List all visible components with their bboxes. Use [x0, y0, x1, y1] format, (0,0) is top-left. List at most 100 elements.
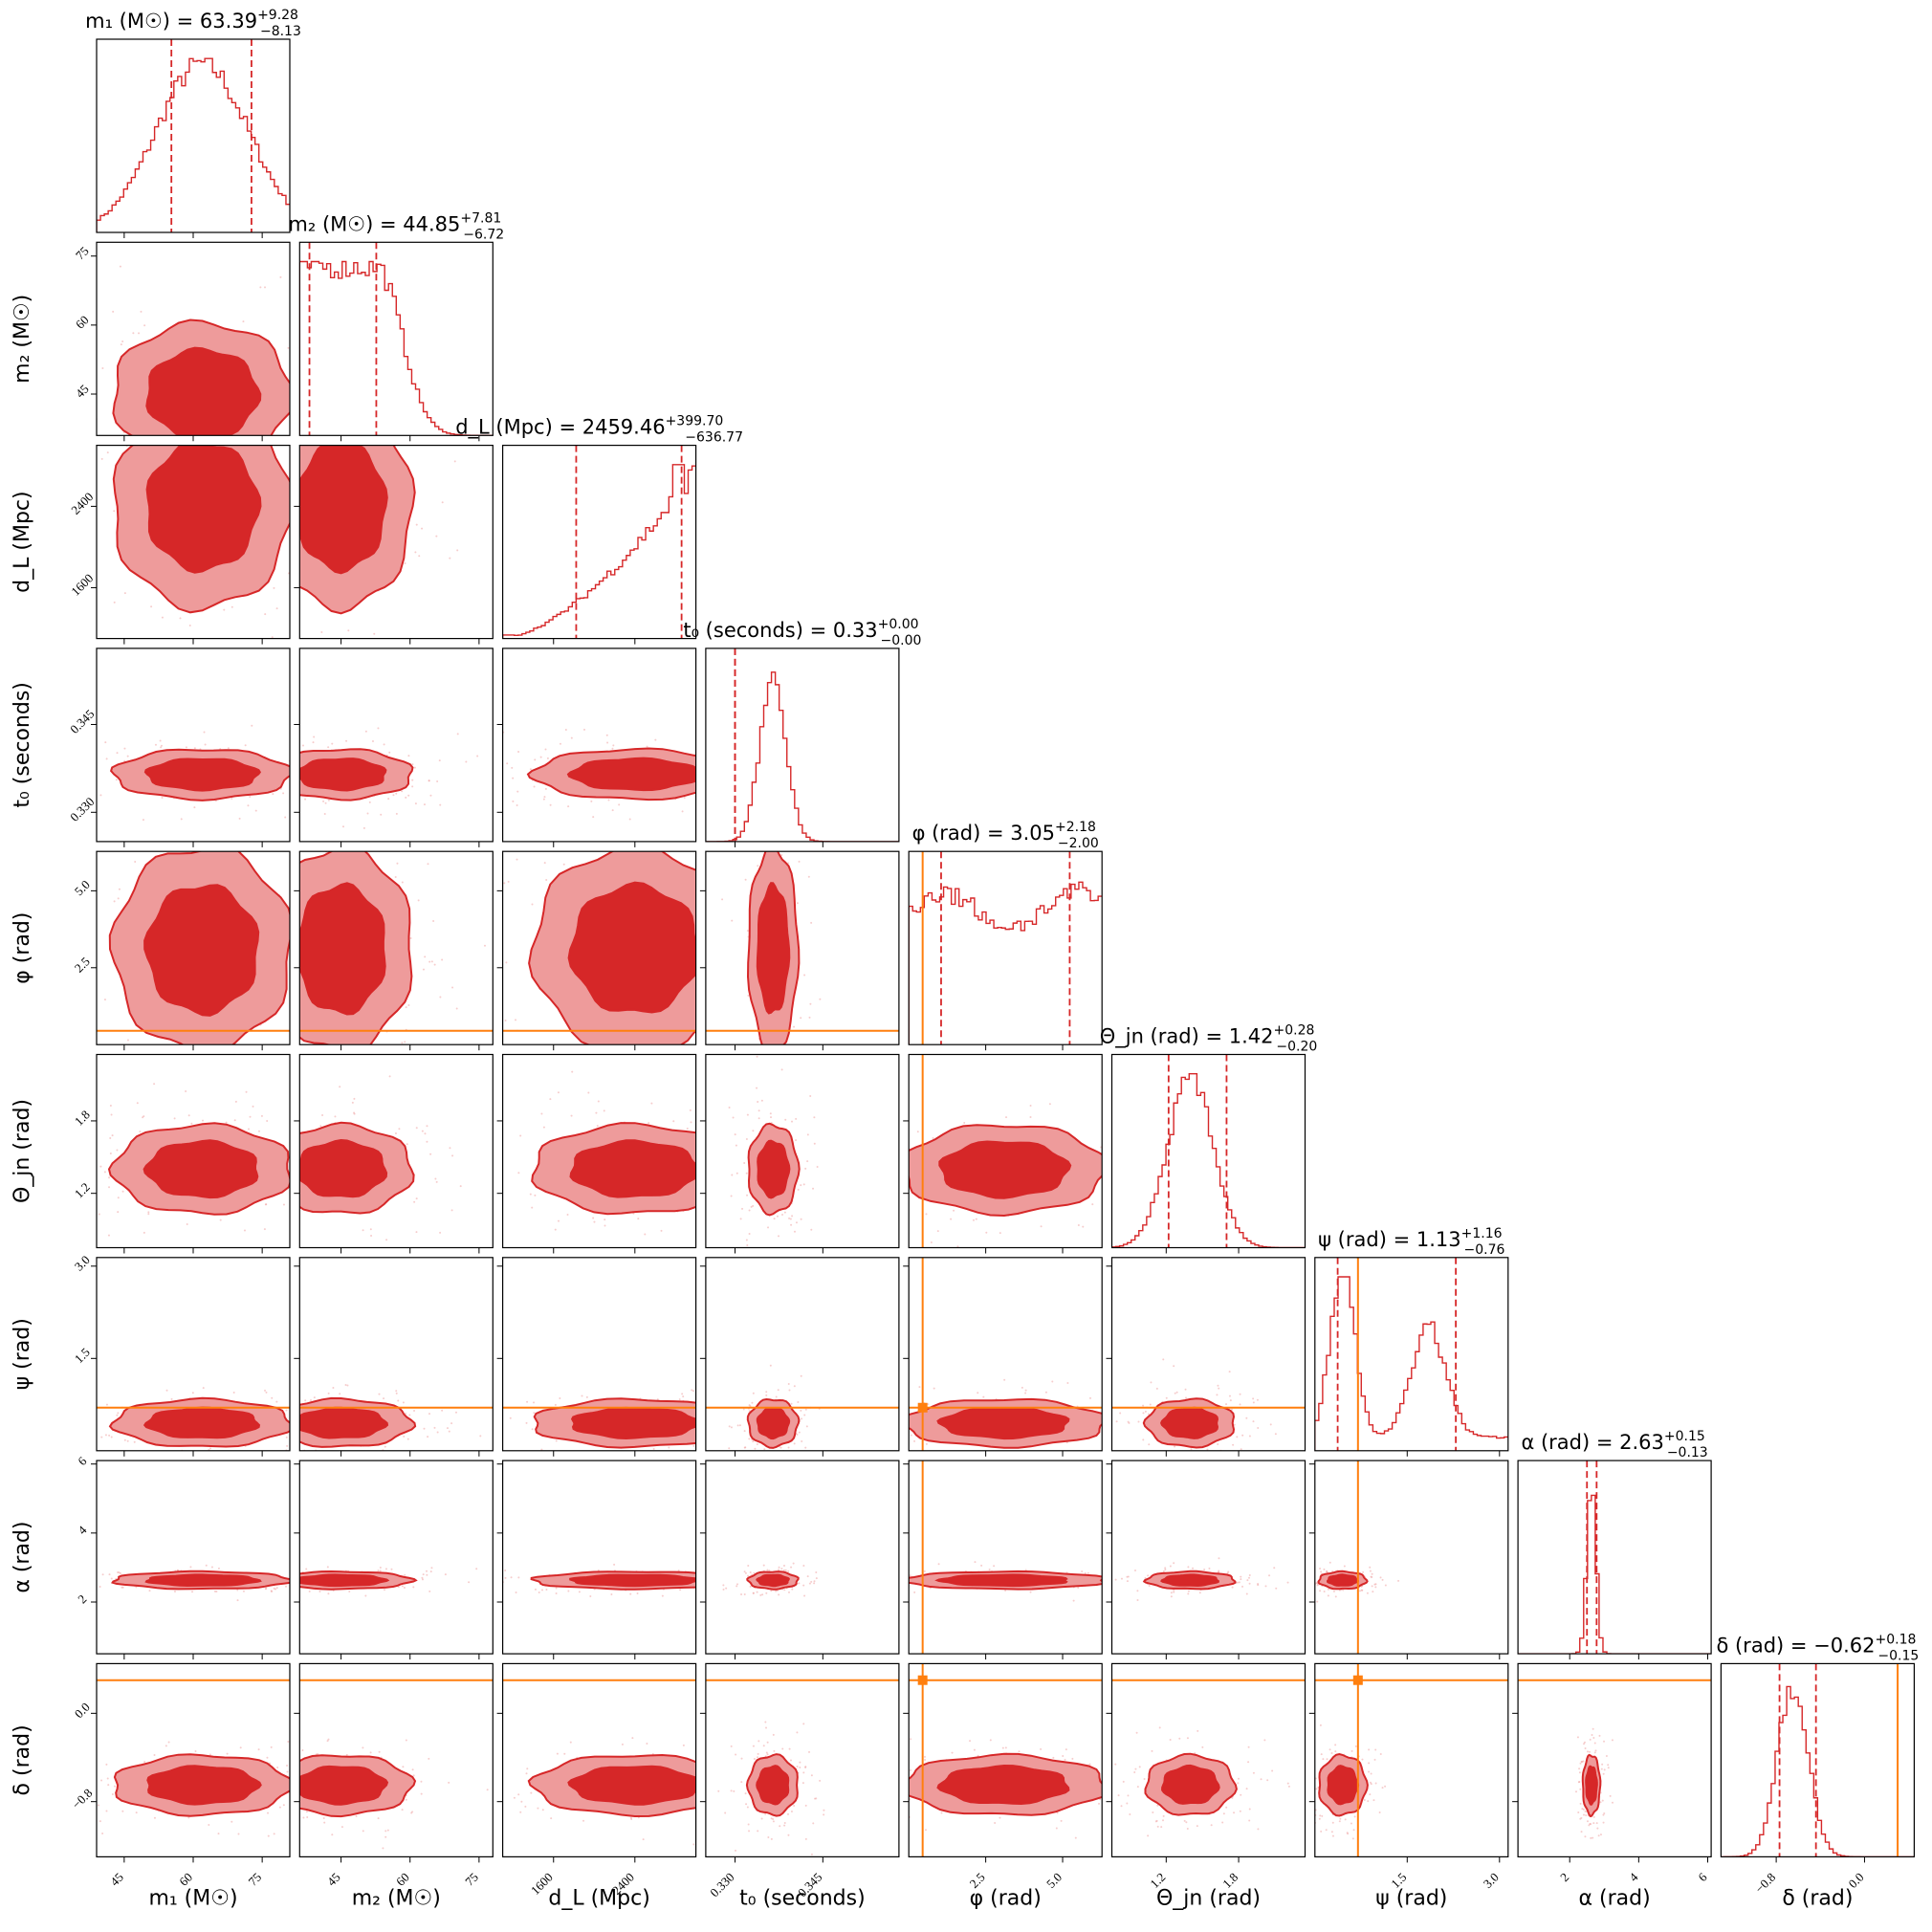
panel-frame	[298, 1053, 494, 1249]
x-tick-label: 5.0	[1043, 1870, 1065, 1891]
contour-inner	[567, 881, 696, 1014]
panel-title: φ (rad) = 3.05+2.18 −2.00	[912, 820, 1099, 851]
contour-inner	[299, 1406, 389, 1439]
panel-frame	[1110, 1460, 1306, 1655]
x-axis-label-theta_jn: Θ_jn (rad)	[1156, 1887, 1261, 1911]
contour-inner	[299, 757, 387, 792]
contour-inner	[145, 445, 262, 574]
contour-inner	[757, 1139, 791, 1199]
panel-frame	[1314, 1257, 1509, 1452]
histogram-panel-alpha: α (rad) = 2.63+0.15 −0.13	[1517, 1429, 1712, 1660]
panel-frame	[1720, 1662, 1916, 1858]
contour-panel-m1-phi: 2.5 5.0	[72, 850, 291, 1051]
contour-panel-phi-theta_jn	[903, 1053, 1103, 1254]
contour-inner	[569, 1139, 696, 1198]
contour-inner	[143, 757, 262, 792]
panel-frame	[1517, 1460, 1712, 1655]
contour-panel-t0-alpha	[699, 1460, 900, 1660]
x-tick-label: 2	[1557, 1870, 1571, 1884]
panel-frame	[908, 850, 1103, 1045]
panel-frame	[298, 1460, 494, 1655]
contour-panel-phi-alpha	[903, 1460, 1103, 1660]
y-tick-label: −0.8	[69, 1786, 95, 1811]
panel-frame	[705, 1460, 900, 1655]
contour-inner	[143, 884, 260, 1017]
contour-inner	[936, 1764, 1070, 1806]
contour-inner	[1161, 1764, 1220, 1805]
truth-marker	[917, 1402, 928, 1413]
x-tick-label: 45	[107, 1870, 126, 1889]
panel-frame	[908, 1257, 1103, 1452]
y-tick-label: 0.330	[67, 794, 97, 823]
x-tick-label: 6	[1695, 1870, 1710, 1885]
panel-frame	[501, 1053, 697, 1249]
y-axis-label-psi: ψ (rad)	[11, 1318, 34, 1390]
panel-frame	[705, 850, 900, 1045]
x-axis-label-dL: d_L (Mpc)	[548, 1887, 649, 1911]
panel-frame	[908, 1662, 1103, 1858]
histogram-panel-psi: ψ (rad) = 1.13+1.16 −0.76	[1314, 1226, 1509, 1457]
y-axis-label-dL: d_L (Mpc)	[11, 491, 34, 592]
contour-panel-m2-psi	[294, 1257, 494, 1457]
panel-frame	[908, 1053, 1103, 1249]
contour-panel-dL-theta_jn	[496, 1053, 697, 1254]
histogram-m1	[97, 57, 290, 232]
contour-inner	[934, 1573, 1068, 1588]
contour-panel-dL-t0	[496, 648, 697, 847]
contour-panel-t0-theta_jn	[699, 1053, 900, 1254]
x-tick-label: 75	[462, 1870, 481, 1889]
contour-panel-dL-phi	[496, 850, 697, 1051]
histogram-m2	[299, 260, 494, 436]
x-tick-label: 0.330	[707, 1870, 736, 1899]
panel-frame	[501, 445, 697, 640]
x-axis-label-delta: δ (rad)	[1782, 1887, 1853, 1911]
panel-frame	[298, 648, 494, 843]
contour-inner	[299, 1765, 389, 1806]
y-axis-label-phi: φ (rad)	[11, 912, 34, 984]
contour-panel-t0-delta: 0.330 0.345	[699, 1662, 900, 1899]
histogram-delta	[1721, 1685, 1915, 1857]
contour-panel-dL-psi	[496, 1257, 697, 1457]
contour-inner	[1160, 1573, 1219, 1588]
panel-frame	[705, 648, 900, 843]
x-tick-label: 75	[245, 1870, 264, 1889]
histogram-dL	[502, 464, 696, 639]
y-axis-label-t0: t₀ (seconds)	[11, 682, 34, 808]
contour-inner	[1327, 1765, 1360, 1806]
y-tick-label: 45	[73, 382, 92, 401]
y-axis-label-theta_jn: Θ_jn (rad)	[11, 1099, 34, 1203]
y-tick-label: 2.5	[72, 955, 93, 976]
panel-frame	[1110, 1662, 1306, 1858]
x-tick-label: 4	[1626, 1870, 1641, 1885]
y-tick-label: 3.0	[72, 1253, 93, 1274]
y-tick-label: 4	[75, 1523, 90, 1538]
contour-inner	[144, 1573, 262, 1588]
panel-frame	[705, 1053, 900, 1249]
panel-frame	[1314, 1662, 1509, 1858]
contour-inner	[567, 1765, 696, 1806]
histogram-panel-delta: δ (rad) = −0.62+0.18 −0.15−0.8 0.0	[1716, 1632, 1919, 1896]
panel-frame	[96, 1460, 291, 1655]
panel-title: ψ (rad) = 1.13+1.16 −0.76	[1318, 1226, 1504, 1258]
y-tick-label: 60	[73, 313, 92, 332]
panel-title: t₀ (seconds) = 0.33+0.00 −0.00	[683, 617, 921, 648]
panel-title: δ (rad) = −0.62+0.18 −0.15	[1716, 1632, 1919, 1663]
x-axis-label-t0: t₀ (seconds)	[739, 1887, 866, 1911]
panel-frame	[298, 850, 494, 1045]
contour-inner	[570, 1406, 696, 1440]
panel-title: m₁ (M☉) = 63.39+9.28 −8.13	[85, 8, 301, 39]
contour-inner	[936, 1407, 1070, 1440]
histogram-panel-m1: m₁ (M☉) = 63.39+9.28 −8.13	[85, 8, 301, 238]
y-tick-label: 1.5	[72, 1345, 93, 1366]
contour-inner	[1585, 1765, 1598, 1806]
x-axis-label-m2: m₂ (M☉)	[352, 1887, 441, 1911]
contour-inner	[756, 1407, 791, 1440]
contour-panel-psi-delta: 1.5 3.0	[1308, 1662, 1509, 1891]
histogram-phi	[909, 881, 1103, 1045]
contour-panel-theta_jn-alpha	[1106, 1460, 1306, 1660]
panel-frame	[1314, 1460, 1509, 1655]
x-tick-label: 3.0	[1481, 1870, 1502, 1891]
panel-frame	[501, 1257, 697, 1452]
truth-marker	[917, 1675, 928, 1685]
panel-frame	[705, 1662, 900, 1858]
